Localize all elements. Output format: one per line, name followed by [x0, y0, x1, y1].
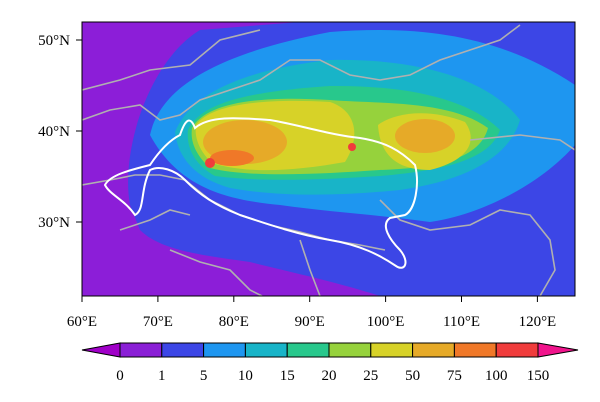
- plot-frame: [81, 21, 576, 297]
- latitude-axis: 50°N 40°N 30°N: [38, 33, 82, 231]
- colorbar-segment: [244, 342, 288, 358]
- lon-label: 60°E: [67, 314, 97, 330]
- colorbar-segment: [370, 342, 414, 358]
- colorbar-segment: [203, 342, 246, 358]
- colorbar-label: 10: [238, 368, 253, 384]
- colorbar-segment: [119, 342, 163, 358]
- colorbar: 0 1 5 10 15 20 25 50 75 100 150: [81, 342, 579, 384]
- colorbar-segment: [412, 342, 455, 358]
- lat-label: 40°N: [38, 124, 70, 140]
- lon-label: 80°E: [219, 314, 249, 330]
- lon-label: 70°E: [143, 314, 173, 330]
- colorbar-label: 100: [485, 368, 508, 384]
- colorbar-segment: [495, 342, 539, 358]
- colorbar-segment: [328, 342, 372, 358]
- colorbar-arrow-left: [81, 342, 121, 358]
- colorbar-label: 5: [200, 368, 208, 384]
- contour-field: [82, 22, 575, 296]
- lon-label: 90°E: [295, 314, 325, 330]
- lon-label: 100°E: [367, 314, 405, 330]
- colorbar-segment: [286, 342, 330, 358]
- colorbar-segment: [453, 342, 497, 358]
- colorbar-label: 25: [363, 368, 378, 384]
- colorbar-label: 20: [322, 368, 337, 384]
- colorbar-label: 15: [280, 368, 295, 384]
- lon-label: 120°E: [519, 314, 557, 330]
- lat-label: 50°N: [38, 33, 70, 49]
- colorbar-label: 75: [447, 368, 462, 384]
- longitude-axis: 60°E 70°E 80°E 90°E 100°E 110°E 120°E: [67, 296, 556, 330]
- colorbar-segment: [161, 342, 205, 358]
- colorbar-label: 1: [158, 368, 166, 384]
- colorbar-label: 50: [405, 368, 420, 384]
- lat-label: 30°N: [38, 215, 70, 231]
- colorbar-arrow-right: [537, 342, 579, 358]
- colorbar-label: 0: [116, 368, 124, 384]
- lon-label: 110°E: [443, 314, 480, 330]
- colorbar-label: 150: [527, 368, 550, 384]
